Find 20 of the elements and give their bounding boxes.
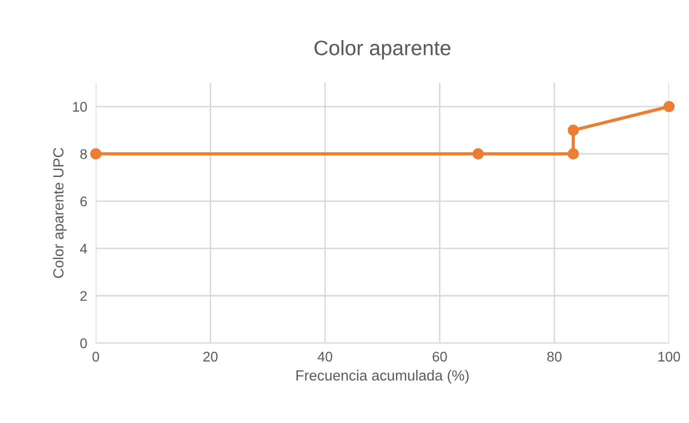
chart-title: Color aparente [314, 40, 450, 60]
x-tick-label: 20 [203, 352, 218, 362]
x-tick-label: 0 [92, 352, 100, 362]
x-tick-label: 60 [432, 352, 447, 362]
point [568, 148, 579, 160]
x-axis-title: Frecuencia acumulada (%) [296, 370, 469, 384]
y-tick-label: 4 [80, 244, 88, 254]
x-tick-label: 40 [318, 352, 332, 362]
x-tick-label: 80 [547, 352, 562, 362]
y-tick-label: 2 [80, 291, 87, 301]
point [663, 101, 675, 112]
point [90, 148, 102, 160]
y-tick-label: 8 [80, 149, 87, 160]
x-tick-label: 100 [658, 352, 680, 362]
y-tick-label: 10 [73, 102, 87, 112]
y-tick-label: 6 [80, 196, 87, 206]
point [472, 148, 484, 160]
point [568, 124, 579, 136]
y-tick-label: 0 [80, 338, 87, 348]
y-axis-title: Color aparente UPC [52, 148, 66, 278]
